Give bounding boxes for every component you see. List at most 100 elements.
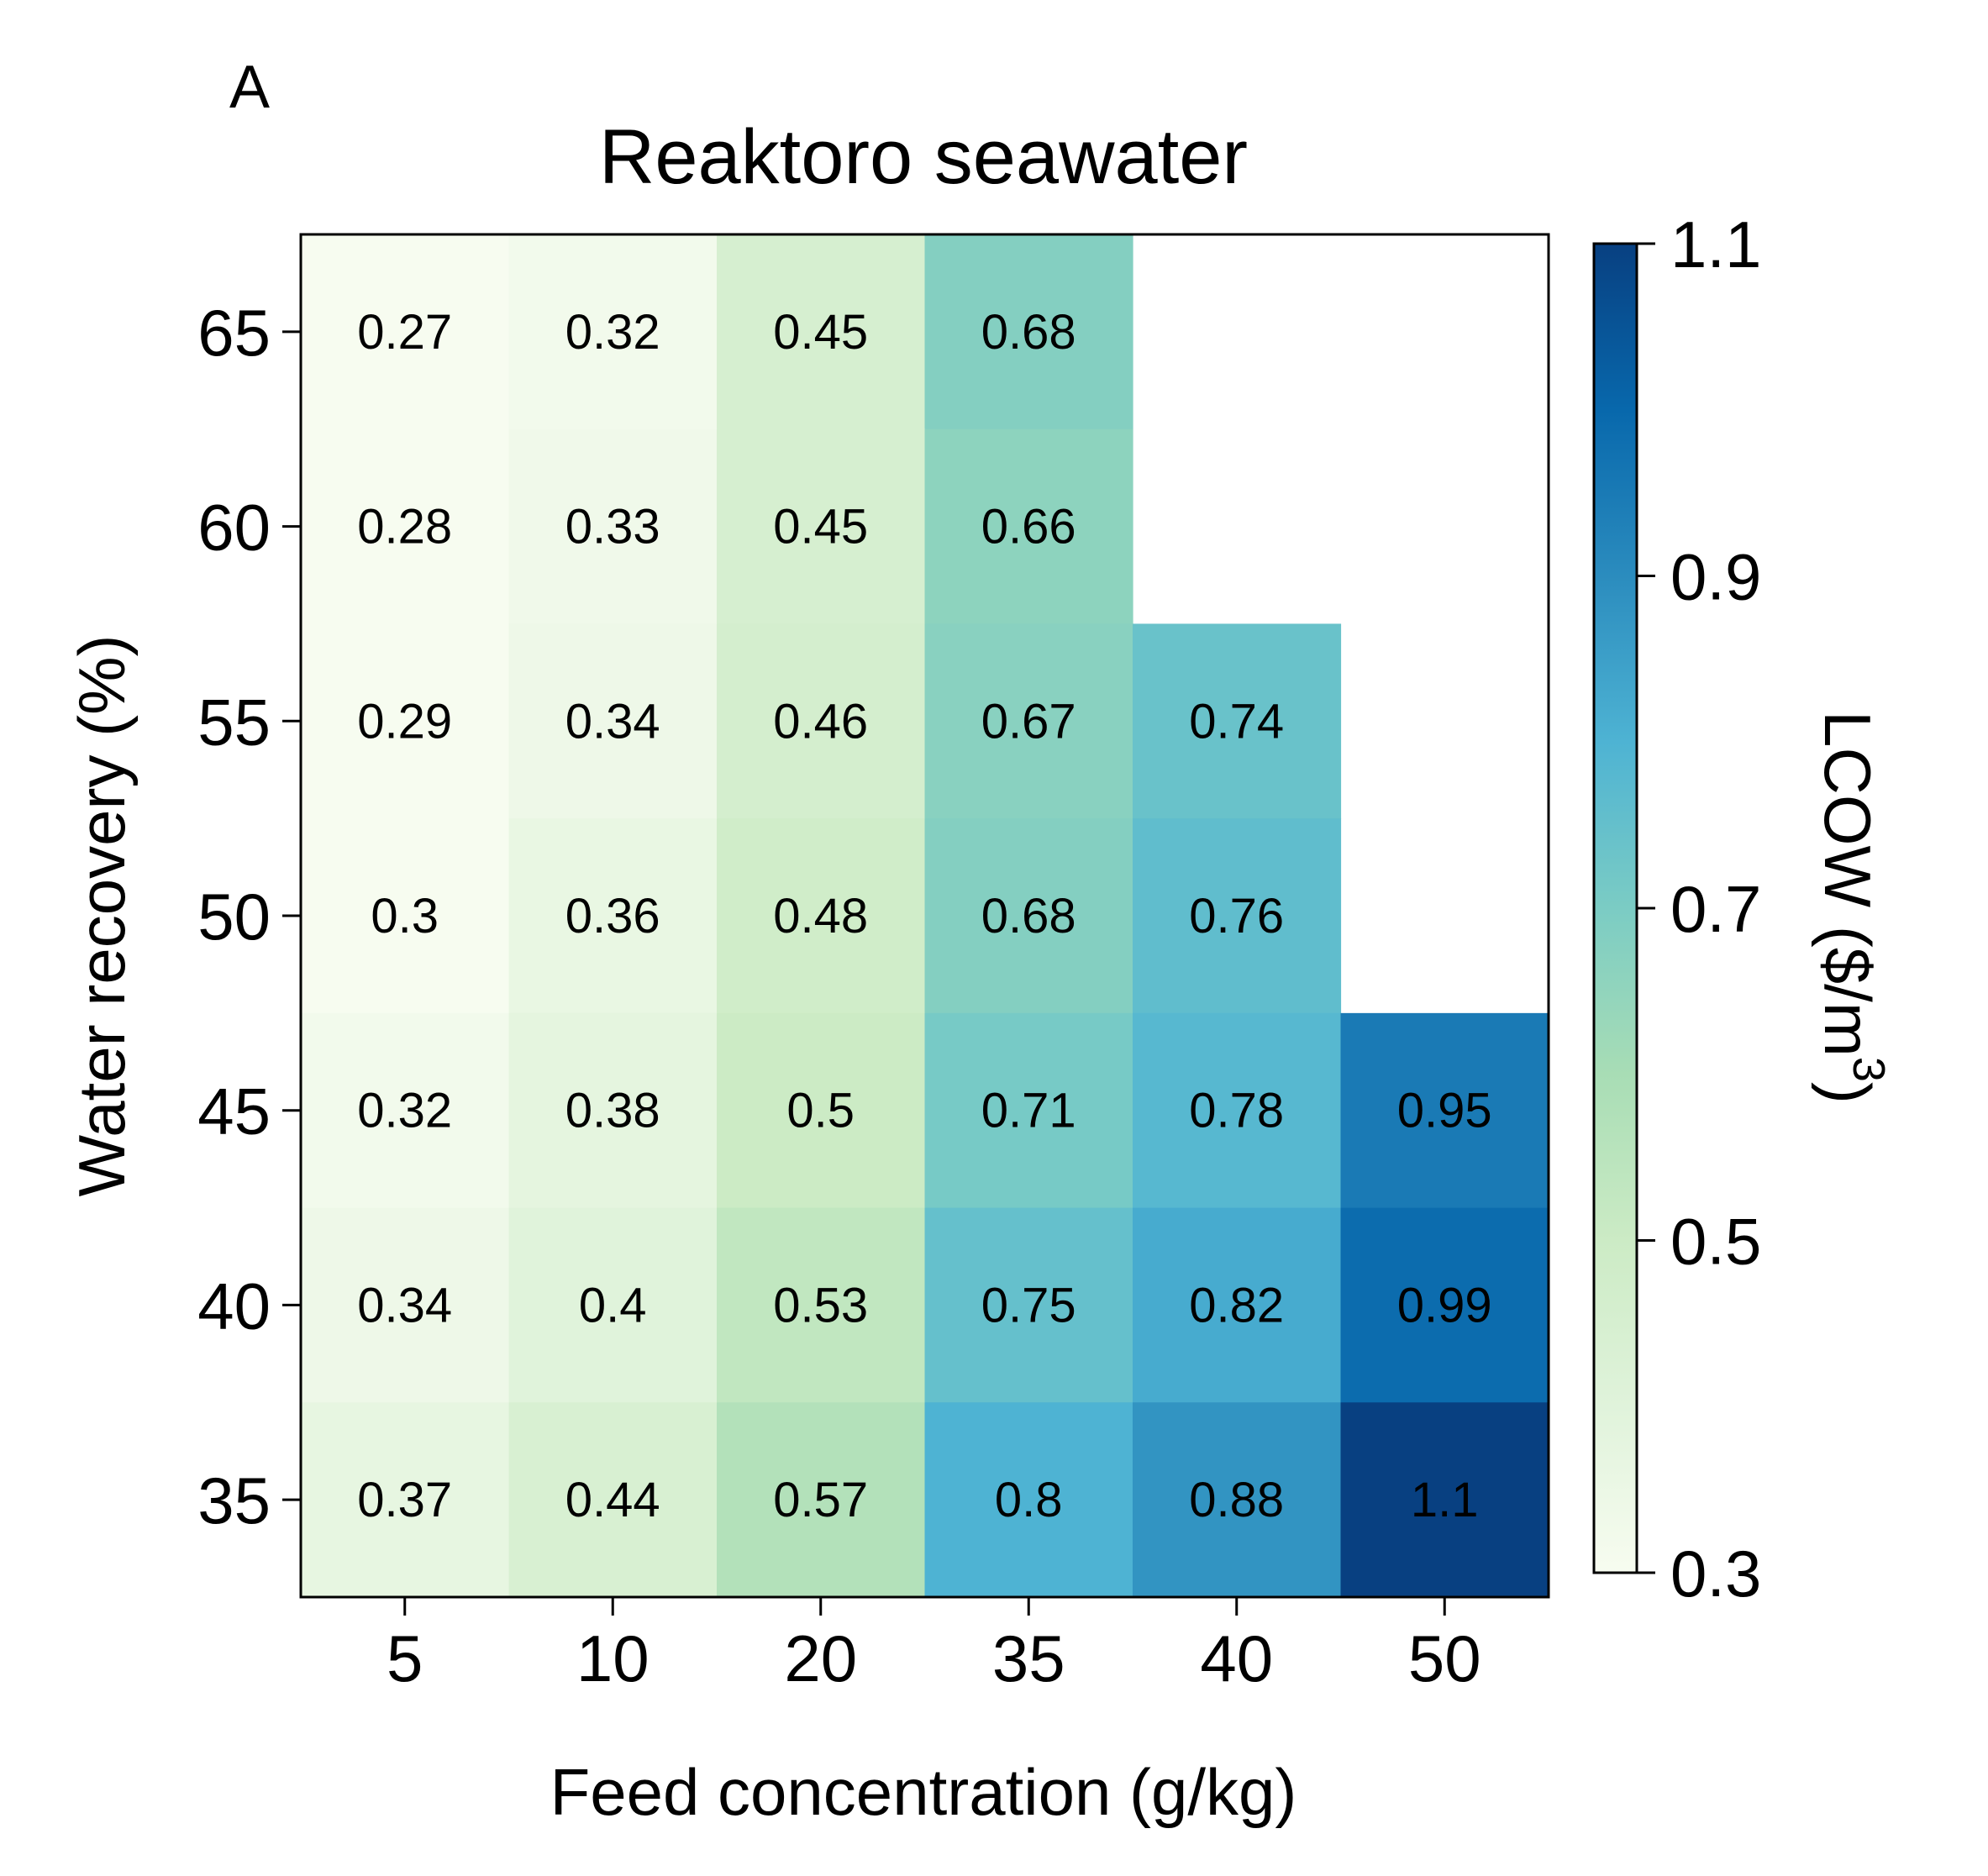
cell-value-label: 0.44 <box>565 1473 660 1527</box>
heatmap-cell <box>508 1207 718 1403</box>
heatmap-cell <box>1340 1402 1549 1598</box>
cell-value-label: 0.48 <box>773 889 868 943</box>
x-tick-label: 10 <box>576 1621 650 1695</box>
colorbar-label: LCOW ($/m3) <box>1811 711 1894 1104</box>
heatmap-cell <box>717 1012 926 1209</box>
cell-value-label: 0.5 <box>786 1084 855 1138</box>
heatmap-cell <box>1133 818 1342 1014</box>
x-tick-label: 40 <box>1200 1621 1273 1695</box>
cell-value-label: 0.95 <box>1397 1084 1492 1138</box>
heatmap-cell <box>301 428 510 625</box>
y-tick-label: 45 <box>197 1075 271 1148</box>
cell-value-label: 0.76 <box>1189 889 1284 943</box>
cell-value-label: 0.68 <box>981 889 1076 943</box>
cell-value-label: 0.68 <box>981 305 1076 360</box>
cell-value-label: 0.33 <box>565 500 660 554</box>
heatmap-cell <box>924 818 1133 1014</box>
heatmap-cell <box>924 1402 1133 1598</box>
cell-value-label: 0.34 <box>357 1278 452 1332</box>
heatmap-cell <box>1133 1402 1342 1598</box>
cell-value-label: 0.36 <box>565 889 660 943</box>
heatmap-cell <box>301 1207 510 1403</box>
x-axis-ticks: 5 10 20 35 40 50 <box>387 1597 1481 1695</box>
chart-title: Reaktoro seawater <box>599 114 1248 200</box>
cell-value-label: 0.88 <box>1189 1473 1284 1527</box>
cell-value-label: 0.28 <box>357 500 452 554</box>
colorbar-label-superscript: 3 <box>1843 1057 1894 1082</box>
cell-value-label: 0.57 <box>773 1473 868 1527</box>
heatmap-cell <box>717 1207 926 1403</box>
x-axis-label: Feed concentration (g/kg) <box>550 1755 1297 1829</box>
colorbar-label-main: LCOW ($/m <box>1811 711 1885 1057</box>
cell-value-label: 0.53 <box>773 1278 868 1332</box>
heatmap-cell <box>301 1012 510 1209</box>
cell-value-label: 0.8 <box>995 1473 1063 1527</box>
x-tick-label: 50 <box>1408 1621 1481 1695</box>
y-tick-label: 60 <box>197 491 271 565</box>
x-tick-label: 20 <box>784 1621 857 1695</box>
cell-value-label: 0.38 <box>565 1084 660 1138</box>
heatmap-cell <box>508 1402 718 1598</box>
y-tick-label: 50 <box>197 880 271 954</box>
cell-value-label: 0.37 <box>357 1473 452 1527</box>
heatmap-cell <box>924 428 1133 625</box>
heatmap-cells <box>301 234 1549 1598</box>
heatmap-cell <box>301 1402 510 1598</box>
cell-value-label: 0.3 <box>371 889 439 943</box>
heatmap-cell <box>1340 1012 1549 1209</box>
cell-value-label: 0.66 <box>981 500 1076 554</box>
heatmap-cell <box>717 623 926 819</box>
heatmap-cell <box>717 1402 926 1598</box>
heatmap-cell <box>508 623 718 819</box>
heatmap-cell <box>508 818 718 1014</box>
colorbar-tick-label: 0.5 <box>1670 1205 1761 1279</box>
cell-value-label: 0.67 <box>981 694 1076 749</box>
x-tick-label: 5 <box>387 1621 423 1695</box>
cell-value-label: 0.75 <box>981 1278 1076 1332</box>
cell-value-label: 0.46 <box>773 694 868 749</box>
heatmap-cell <box>717 818 926 1014</box>
colorbar-gradient <box>1594 244 1637 1573</box>
heatmap-cell <box>1133 623 1342 819</box>
heatmap-cell <box>508 1012 718 1209</box>
y-axis-ticks: 65 60 55 50 45 40 35 <box>197 296 301 1537</box>
colorbar-ticks: 0.3 0.5 0.7 0.9 1.1 <box>1637 208 1761 1611</box>
cell-value-label: 0.27 <box>357 305 452 360</box>
cell-value-label: 0.71 <box>981 1084 1076 1138</box>
colorbar-tick-label: 0.7 <box>1670 872 1761 946</box>
heatmap-cell <box>924 623 1133 819</box>
heatmap-cell <box>301 818 510 1014</box>
cell-value-label: 0.99 <box>1397 1278 1492 1332</box>
y-tick-label: 55 <box>197 685 271 759</box>
x-tick-label: 35 <box>992 1621 1065 1695</box>
cell-value-label: 1.1 <box>1411 1473 1479 1527</box>
colorbar-tick-label: 1.1 <box>1670 208 1761 281</box>
cell-value-label: 0.74 <box>1189 694 1284 749</box>
heatmap-cell <box>717 234 926 430</box>
heatmap-cell <box>508 428 718 625</box>
heatmap-cell <box>924 1012 1133 1209</box>
panel-label: A <box>229 54 270 121</box>
cell-value-label: 0.32 <box>565 305 660 360</box>
cell-value-label: 0.4 <box>579 1278 647 1332</box>
colorbar-label-close: ) <box>1811 1082 1885 1104</box>
heatmap-cell <box>1133 1207 1342 1403</box>
cell-value-label: 0.45 <box>773 500 868 554</box>
cell-value-label: 0.78 <box>1189 1084 1284 1138</box>
heatmap-cell <box>301 623 510 819</box>
heatmap-cell <box>924 1207 1133 1403</box>
cell-value-label: 0.29 <box>357 694 452 749</box>
y-tick-label: 35 <box>197 1463 271 1537</box>
y-axis-label: Water recovery (%) <box>65 635 139 1197</box>
heatmap-cell <box>301 234 510 430</box>
heatmap-cell <box>717 428 926 625</box>
y-tick-label: 40 <box>197 1269 271 1343</box>
heatmap-cell-labels: 0.27 0.32 0.45 0.68 0.28 0.33 0.45 0.66 0.29 0.34… <box>357 305 1491 1527</box>
cell-value-label: 0.45 <box>773 305 868 360</box>
cell-value-label: 0.34 <box>565 694 660 749</box>
heatmap-cell <box>924 234 1133 430</box>
cell-value-label: 0.32 <box>357 1084 452 1138</box>
y-tick-label: 65 <box>197 296 271 370</box>
